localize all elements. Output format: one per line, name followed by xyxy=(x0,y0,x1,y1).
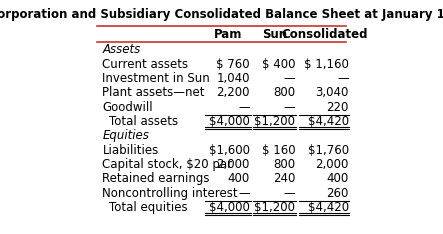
Text: Sun: Sun xyxy=(262,28,287,41)
Text: Current assets: Current assets xyxy=(102,58,189,71)
Text: —: — xyxy=(238,187,250,200)
Text: 240: 240 xyxy=(273,172,295,186)
Text: Assets: Assets xyxy=(102,44,140,56)
Text: Goodwill: Goodwill xyxy=(102,101,153,114)
Text: Pam Corporation and Subsidiary Consolidated Balance Sheet at January 1, 2016: Pam Corporation and Subsidiary Consolida… xyxy=(0,8,443,21)
Text: Investment in Sun: Investment in Sun xyxy=(102,72,210,85)
Text: Capital stock, $20 par: Capital stock, $20 par xyxy=(102,158,233,171)
Text: $1,200: $1,200 xyxy=(254,115,295,128)
Text: —: — xyxy=(238,101,250,114)
Text: 1,040: 1,040 xyxy=(216,72,250,85)
Text: $1,200: $1,200 xyxy=(254,201,295,214)
Text: 400: 400 xyxy=(326,172,349,186)
Text: Liabilities: Liabilities xyxy=(102,144,159,157)
Text: $ 760: $ 760 xyxy=(216,58,250,71)
Text: Noncontrolling interest: Noncontrolling interest xyxy=(102,187,238,200)
Text: $4,000: $4,000 xyxy=(209,115,250,128)
Text: —: — xyxy=(284,187,295,200)
Text: $ 1,160: $ 1,160 xyxy=(304,58,349,71)
Text: $4,420: $4,420 xyxy=(307,201,349,214)
Text: —: — xyxy=(284,72,295,85)
Text: Plant assets—net: Plant assets—net xyxy=(102,86,205,99)
Text: 800: 800 xyxy=(273,158,295,171)
Text: 220: 220 xyxy=(326,101,349,114)
Text: $4,000: $4,000 xyxy=(209,201,250,214)
Text: $4,420: $4,420 xyxy=(307,115,349,128)
Text: Pam: Pam xyxy=(214,28,242,41)
Text: 2,000: 2,000 xyxy=(217,158,250,171)
Text: Retained earnings: Retained earnings xyxy=(102,172,210,186)
Text: $1,760: $1,760 xyxy=(307,144,349,157)
Text: Consolidated: Consolidated xyxy=(281,28,367,41)
Text: $ 160: $ 160 xyxy=(262,144,295,157)
Text: $1,600: $1,600 xyxy=(209,144,250,157)
Text: 3,040: 3,040 xyxy=(315,86,349,99)
Text: 260: 260 xyxy=(326,187,349,200)
Text: 2,200: 2,200 xyxy=(216,86,250,99)
Text: 2,000: 2,000 xyxy=(315,158,349,171)
Text: Total assets: Total assets xyxy=(109,115,178,128)
Text: Equities: Equities xyxy=(102,129,149,143)
Text: Total equities: Total equities xyxy=(109,201,187,214)
Text: —: — xyxy=(284,101,295,114)
Text: $ 400: $ 400 xyxy=(262,58,295,71)
Text: 400: 400 xyxy=(228,172,250,186)
Text: —: — xyxy=(337,72,349,85)
Text: 800: 800 xyxy=(273,86,295,99)
